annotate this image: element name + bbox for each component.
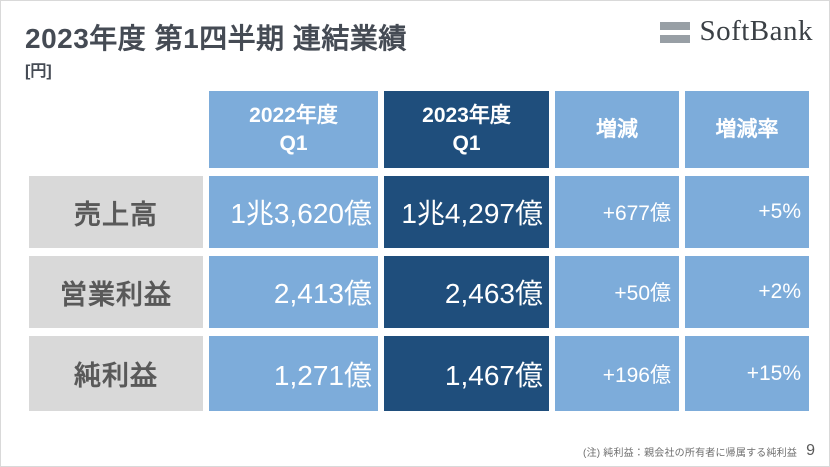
cell-revenue-fy2022: 1兆3,620億 bbox=[209, 176, 378, 248]
col-header-fy2022-q1: 2022年度 Q1 bbox=[209, 91, 378, 168]
row-label-net-income: 純利益 bbox=[29, 336, 203, 411]
col-header-change-rate: 増減率 bbox=[685, 91, 809, 168]
slide-footer: (注) 純利益：親会社の所有者に帰属する純利益 9 bbox=[583, 442, 815, 460]
col-header-line: 増減率 bbox=[715, 117, 779, 141]
softbank-logo-text: SoftBank bbox=[699, 15, 813, 47]
row-label-operating-income: 営業利益 bbox=[29, 256, 203, 328]
cell-revenue-change: +677億 bbox=[555, 176, 679, 248]
cell-net-change-rate: +15% bbox=[685, 336, 809, 411]
col-header-line: 増減 bbox=[596, 117, 638, 141]
page-title: 2023年度 第1四半期 連結業績 bbox=[25, 23, 407, 54]
col-header-change: 増減 bbox=[555, 91, 679, 168]
page-number: 9 bbox=[806, 442, 815, 459]
col-header-fy2023-q1: 2023年度 Q1 bbox=[384, 91, 549, 168]
col-header-line: 2023年度 bbox=[422, 104, 511, 128]
cell-operating-change: +50億 bbox=[555, 256, 679, 328]
cell-operating-fy2023: 2,463億 bbox=[384, 256, 549, 328]
cell-revenue-change-rate: +5% bbox=[685, 176, 809, 248]
softbank-logo: SoftBank bbox=[660, 15, 813, 48]
cell-net-fy2022: 1,271億 bbox=[209, 336, 378, 411]
footnote: (注) 純利益：親会社の所有者に帰属する純利益 bbox=[583, 447, 798, 459]
unit-label: [円] bbox=[25, 63, 52, 80]
results-table: 2022年度 Q1 2023年度 Q1 増減 増減率 売上高 1兆3,620億 … bbox=[29, 91, 809, 411]
col-header-line: Q1 bbox=[279, 131, 308, 155]
cell-operating-change-rate: +2% bbox=[685, 256, 809, 328]
cell-net-change: +196億 bbox=[555, 336, 679, 411]
cell-operating-fy2022: 2,413億 bbox=[209, 256, 378, 328]
cell-revenue-fy2023: 1兆4,297億 bbox=[384, 176, 549, 248]
col-header-line: 2022年度 bbox=[249, 104, 338, 128]
table-corner-spacer bbox=[29, 91, 203, 168]
col-header-line: Q1 bbox=[452, 131, 481, 155]
softbank-bars-icon bbox=[660, 22, 691, 43]
cell-net-fy2023: 1,467億 bbox=[384, 336, 549, 411]
row-label-revenue: 売上高 bbox=[29, 176, 203, 248]
